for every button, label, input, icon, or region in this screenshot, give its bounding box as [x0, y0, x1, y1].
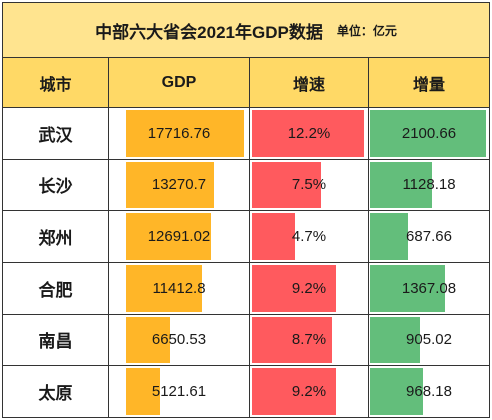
growth-value: 12.2%	[287, 124, 331, 142]
increment-value: 968.18	[406, 383, 452, 401]
increment-cell: 687.66	[369, 211, 489, 262]
growth-bar	[252, 110, 364, 157]
increment-value: 1128.18	[402, 176, 456, 194]
growth-value: 9.2%	[291, 279, 327, 297]
gdp-cell: 6650.53	[109, 314, 249, 366]
gdp-cell: 13270.7	[109, 159, 249, 211]
increment-bar	[370, 368, 424, 415]
gdp-value: 6650.53	[151, 331, 207, 349]
gdp-bar	[126, 110, 244, 157]
growth-bar	[252, 368, 337, 415]
growth-value: 7.5%	[291, 176, 327, 194]
header-increment: 增量	[369, 58, 489, 107]
gdp-cell: 17716.76	[109, 108, 249, 159]
header-growth: 增速	[250, 58, 368, 107]
growth-cell: 9.2%	[250, 366, 368, 417]
increment-cell: 2100.66	[369, 108, 489, 159]
increment-cell: 1367.08	[369, 263, 489, 314]
increment-value: 1367.08	[401, 279, 457, 297]
city-cell: 长沙	[3, 159, 108, 211]
growth-bar	[252, 316, 332, 364]
gdp-bar	[126, 265, 202, 312]
gdp-bar	[126, 316, 171, 364]
growth-cell: 7.5%	[250, 159, 368, 211]
increment-value: 905.02	[406, 331, 452, 349]
gdp-bar	[126, 161, 215, 209]
unit-label: 单位：亿元	[336, 23, 397, 38]
gdp-bar	[126, 213, 211, 260]
increment-cell: 968.18	[369, 366, 489, 417]
city-cell: 南昌	[3, 314, 108, 366]
gdp-cell: 12691.02	[109, 211, 249, 262]
gdp-value: 5121.61	[151, 383, 207, 401]
increment-bar	[370, 110, 486, 157]
gdp-value: 17716.76	[147, 124, 211, 142]
header-gdp: GDP	[109, 58, 249, 107]
gdp-cell: 11412.8	[109, 263, 249, 314]
increment-bar	[370, 161, 433, 209]
growth-value: 9.2%	[291, 383, 327, 401]
increment-cell: 905.02	[369, 314, 489, 366]
growth-cell: 12.2%	[250, 108, 368, 159]
header-city: 城市	[3, 58, 108, 107]
increment-bar	[370, 213, 408, 260]
increment-value: 2100.66	[401, 124, 457, 142]
gdp-bar	[126, 368, 161, 415]
gdp-value: 13270.7	[151, 176, 207, 194]
city-cell: 郑州	[3, 211, 108, 262]
gdp-value: 11412.8	[152, 279, 206, 297]
growth-bar	[252, 161, 321, 209]
city-cell: 合肥	[3, 263, 108, 314]
increment-bar	[370, 265, 446, 312]
growth-bar	[252, 213, 296, 260]
gdp-cell: 5121.61	[109, 366, 249, 417]
growth-value: 8.7%	[291, 331, 327, 349]
table-title-row: 中部六大省会2021年GDP数据 单位：亿元	[3, 3, 489, 57]
table-title: 中部六大省会2021年GDP数据	[95, 22, 323, 42]
growth-value: 4.7%	[291, 228, 327, 246]
increment-bar	[370, 316, 420, 364]
increment-cell: 1128.18	[369, 159, 489, 211]
increment-value: 687.66	[406, 228, 452, 246]
city-cell: 武汉	[3, 108, 108, 159]
gdp-value: 12691.02	[147, 228, 211, 246]
growth-cell: 9.2%	[250, 263, 368, 314]
growth-bar	[252, 265, 337, 312]
growth-cell: 4.7%	[250, 211, 368, 262]
growth-cell: 8.7%	[250, 314, 368, 366]
city-cell: 太原	[3, 366, 108, 417]
